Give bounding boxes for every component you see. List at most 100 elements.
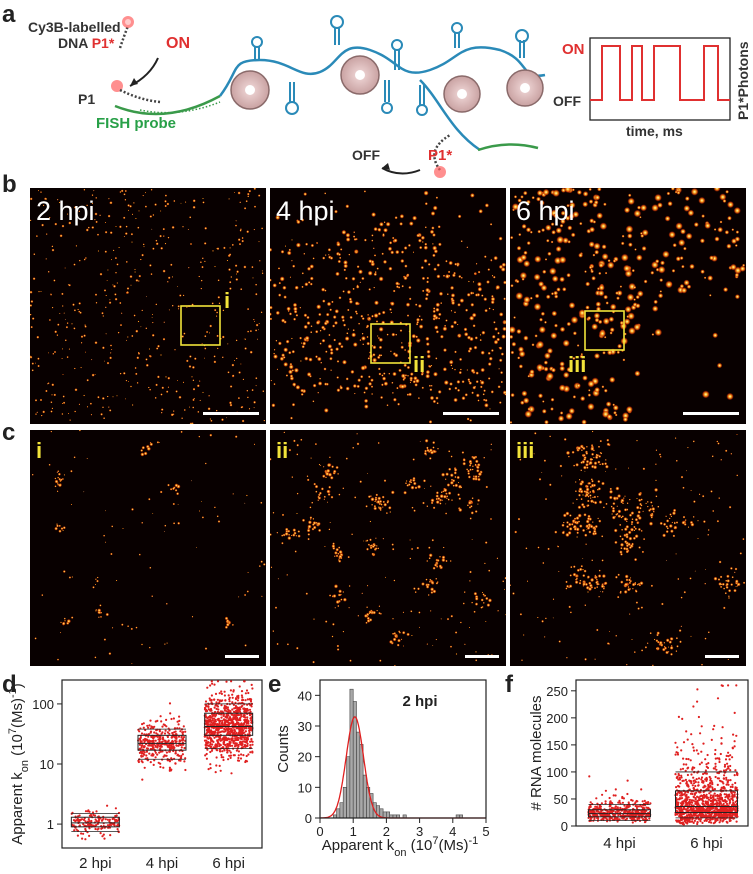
data-point: [180, 755, 183, 759]
data-point: [222, 758, 225, 762]
fluor-spot: [467, 475, 471, 479]
fluor-spot: [475, 262, 478, 265]
fluor-spot: [287, 310, 290, 312]
fluor-spot: [99, 604, 102, 607]
fluor-spot: [432, 313, 438, 319]
fluor-spot: [733, 206, 741, 215]
fluor-spot: [542, 400, 545, 403]
fluor-spot: [331, 465, 335, 469]
data-point: [168, 732, 171, 735]
data-point: [240, 694, 243, 697]
fluor-spot: [680, 475, 684, 479]
fluor-spot: [551, 275, 559, 283]
fluor-spot: [669, 637, 674, 641]
fluor-spot: [487, 351, 491, 355]
fluor-spot: [552, 598, 555, 601]
fluor-spot: [369, 538, 372, 542]
fluor-spot: [294, 285, 299, 290]
hist-bar: [362, 774, 367, 819]
fluor-spot: [367, 472, 369, 474]
fluor-spot: [355, 285, 360, 289]
fluor-spot: [567, 225, 573, 231]
data-point: [98, 818, 101, 822]
fluor-spot: [275, 215, 281, 220]
data-point: [244, 744, 247, 748]
fluor-spot: [593, 461, 598, 466]
fluor-spot: [483, 255, 487, 259]
fluor-spot: [582, 557, 584, 560]
fluor-spot: [474, 459, 479, 464]
fluor-spot: [372, 357, 378, 363]
data-point: [176, 727, 179, 730]
fluor-spot: [687, 526, 690, 528]
data-point: [96, 822, 99, 826]
fluor-spot: [700, 269, 705, 275]
fluor-spot: [425, 336, 430, 341]
plot-frame-e: [319, 679, 487, 819]
fluor-spot: [454, 262, 458, 266]
fluor-spot: [673, 521, 676, 524]
data-point: [226, 732, 229, 735]
data-point: [250, 717, 253, 720]
fluor-spot: [563, 437, 567, 441]
fluor-spot: [363, 613, 368, 618]
scale-bar-c2: [465, 655, 499, 658]
fluor-spot: [476, 469, 480, 473]
fluor-spot: [70, 503, 73, 506]
hist-bar: [339, 802, 344, 819]
fluor-spot: [50, 401, 53, 404]
fluor-spot: [482, 398, 486, 402]
fluor-spot: [140, 452, 145, 457]
fluor-spot: [431, 538, 435, 542]
fluor-spot: [91, 359, 93, 361]
fluor-spot: [627, 467, 630, 469]
fluor-spot: [457, 214, 462, 219]
fluor-spot: [317, 391, 320, 394]
data-point: [223, 694, 226, 697]
fluor-spot: [307, 537, 310, 541]
fluor-spot: [69, 419, 71, 421]
data-point: [242, 754, 245, 757]
data-point: [220, 726, 223, 730]
fluor-spot: [592, 496, 594, 499]
fluor-spot: [317, 495, 320, 499]
data-point: [184, 768, 187, 772]
data-point: [179, 743, 182, 747]
fluor-spot: [650, 270, 655, 275]
fluor-spot: [470, 511, 474, 515]
off-label: OFF: [352, 147, 380, 163]
fluor-spot: [142, 243, 145, 246]
fluor-spot: [569, 514, 572, 517]
fluor-spot: [392, 397, 397, 402]
fluor-spot: [315, 490, 318, 493]
fluor-spot: [195, 546, 197, 548]
fluor-spot: [719, 575, 723, 579]
fluor-spot: [454, 350, 457, 354]
fluor-spot: [588, 265, 593, 270]
panel-b-label: b: [2, 171, 17, 198]
fluor-spot: [51, 407, 54, 410]
fluor-spot: [185, 359, 189, 363]
fluor-spot: [180, 430, 183, 434]
fluor-spot: [86, 406, 89, 408]
fluor-spot: [192, 398, 195, 402]
fluor-spot: [438, 312, 442, 317]
data-point: [231, 731, 234, 734]
fluor-spot: [442, 367, 448, 372]
data-point: [222, 714, 225, 718]
fluor-spot: [701, 390, 710, 399]
data-point: [647, 806, 650, 809]
data-point: [638, 814, 641, 817]
fluor-spot: [61, 348, 64, 350]
fluor-spot: [725, 579, 728, 582]
fluor-spot: [699, 238, 706, 244]
fluor-spot: [97, 395, 100, 399]
fluor-spot: [578, 252, 584, 258]
fluor-spot: [736, 585, 739, 587]
data-point: [228, 749, 231, 752]
data-point: [234, 697, 238, 700]
data-point: [700, 725, 703, 728]
data-point: [140, 752, 143, 755]
fluor-spot: [588, 463, 591, 465]
fluor-spot: [717, 578, 721, 581]
